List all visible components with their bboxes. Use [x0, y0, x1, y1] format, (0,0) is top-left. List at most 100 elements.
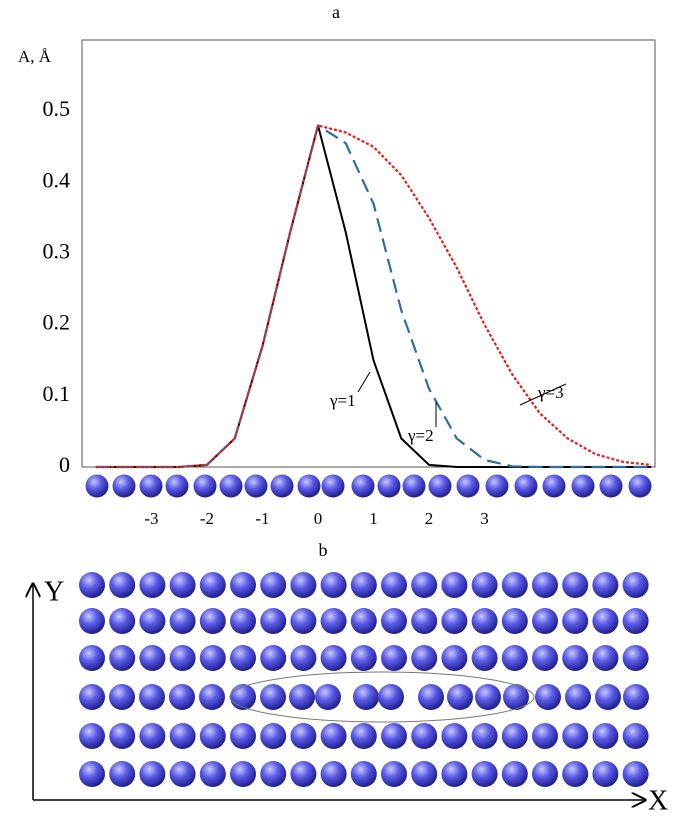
atom	[595, 684, 621, 710]
atom	[320, 723, 347, 749]
atom	[501, 572, 528, 598]
atom	[351, 474, 375, 498]
atom	[79, 572, 105, 598]
atom	[260, 723, 287, 749]
atom	[112, 474, 136, 498]
atom	[85, 474, 109, 498]
atom	[169, 645, 196, 671]
atom	[321, 474, 345, 498]
atom	[199, 684, 225, 710]
atom	[377, 474, 401, 498]
atom	[230, 761, 256, 787]
atom	[592, 572, 619, 598]
atom	[532, 761, 558, 787]
atom	[109, 761, 136, 787]
atom	[169, 608, 196, 634]
atom	[428, 474, 452, 498]
atom	[169, 723, 196, 749]
atom	[532, 723, 558, 749]
atom	[199, 723, 226, 749]
atom	[622, 645, 649, 671]
x-tick-label: 0	[314, 509, 323, 528]
atom	[471, 761, 498, 787]
y-axis-label: A, Å	[18, 47, 52, 66]
y-tick-label: 0	[59, 452, 70, 477]
atom	[411, 608, 438, 634]
atom	[411, 761, 438, 787]
atom	[320, 572, 347, 598]
atom	[562, 608, 589, 634]
atom	[599, 474, 623, 498]
atom	[441, 608, 468, 634]
series-label: γ=1	[329, 391, 356, 410]
y-tick-label: 0.1	[43, 381, 71, 406]
atom	[315, 684, 341, 710]
x-tick-label: 3	[480, 509, 489, 528]
atom	[571, 474, 595, 498]
atom	[501, 608, 528, 634]
atom	[320, 645, 347, 671]
atom	[562, 645, 589, 671]
atom	[320, 608, 347, 634]
atom	[475, 684, 501, 710]
atom	[199, 761, 226, 787]
atom	[260, 608, 287, 634]
atom	[441, 761, 468, 787]
atom	[109, 723, 136, 749]
atom	[79, 684, 105, 710]
atom	[109, 572, 136, 598]
atom	[79, 761, 105, 787]
atom	[447, 684, 473, 710]
atom	[230, 645, 256, 671]
plot: γ=1 γ=2 γ=3	[95, 124, 652, 469]
atom	[139, 761, 166, 787]
atom	[297, 474, 321, 498]
y-tick-label: 0.2	[43, 310, 71, 335]
atom	[169, 572, 196, 598]
atom	[456, 474, 480, 498]
atom	[565, 684, 591, 710]
series-line	[95, 124, 652, 469]
atom	[628, 474, 652, 498]
atom	[471, 645, 498, 671]
atom	[350, 761, 377, 787]
atom	[290, 645, 317, 671]
atom	[622, 761, 649, 787]
atom	[139, 723, 166, 749]
atom	[139, 474, 163, 498]
defect-region	[229, 671, 535, 723]
atom	[290, 723, 317, 749]
atom	[592, 761, 619, 787]
y-tick-label: 0.5	[43, 96, 71, 121]
atom	[381, 645, 407, 671]
atom	[199, 645, 226, 671]
atom	[381, 723, 407, 749]
atom	[139, 572, 166, 598]
atom	[485, 474, 509, 498]
atom	[381, 572, 407, 598]
atom	[169, 761, 196, 787]
atom	[542, 474, 566, 498]
atom	[622, 608, 649, 634]
atom	[290, 761, 317, 787]
atom	[230, 684, 256, 710]
atom	[79, 645, 105, 671]
x-tick-label: -3	[144, 509, 158, 528]
atom	[418, 684, 444, 710]
atom	[471, 723, 498, 749]
atom	[169, 684, 195, 710]
atom	[230, 723, 256, 749]
atom	[289, 684, 315, 710]
atom	[139, 684, 165, 710]
atom	[381, 608, 407, 634]
atom	[260, 572, 287, 598]
plot-frame	[81, 39, 656, 468]
atom	[350, 572, 377, 598]
x-tick-label: -1	[255, 509, 269, 528]
atom	[378, 684, 404, 710]
atom	[622, 572, 649, 598]
atom	[109, 608, 136, 634]
atom	[411, 723, 438, 749]
atom	[353, 684, 379, 710]
atom	[350, 723, 377, 749]
